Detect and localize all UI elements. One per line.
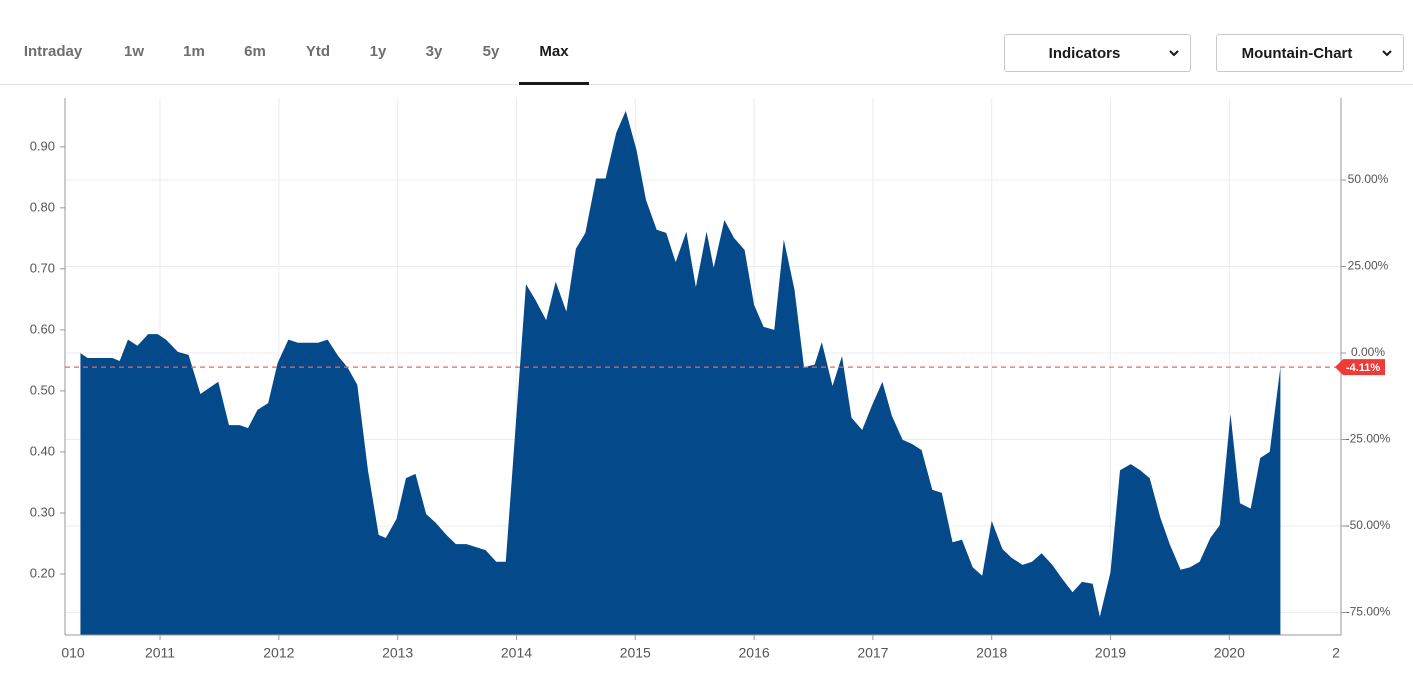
- indicators-dropdown[interactable]: Indicators: [1004, 34, 1191, 72]
- x-tick-label: 2014: [501, 645, 532, 661]
- chevron: [1169, 50, 1179, 57]
- y2-tick-label: 25.00%: [1348, 259, 1389, 273]
- tab-divider: [0, 84, 1413, 85]
- active-tab-underline: [519, 82, 589, 85]
- x-tick-label: 2017: [857, 645, 888, 661]
- x-tick-label: 2020: [1214, 645, 1245, 661]
- y2-tick-label: 0.00%: [1351, 345, 1385, 359]
- last-value-badge: [1335, 359, 1385, 376]
- y-tick-label: 0.80: [30, 199, 55, 214]
- y2-tick-label: -25.00%: [1346, 432, 1391, 446]
- y-tick-label: 0.70: [30, 260, 55, 275]
- chevron: [1382, 50, 1392, 57]
- tab[interactable]: 1y: [369, 43, 387, 60]
- y2-tick-label: 50.00%: [1348, 172, 1389, 186]
- chart-type-dropdown[interactable]: Mountain-Chart: [1216, 34, 1404, 72]
- x-tick-label: 2: [1332, 645, 1340, 661]
- x-tick-label: 2013: [382, 645, 413, 661]
- x-tick-label: 2019: [1095, 645, 1126, 661]
- tab[interactable]: 1w: [123, 43, 145, 60]
- y2-tick-label: -50.00%: [1346, 518, 1391, 532]
- x-tick-label: 2012: [263, 645, 294, 661]
- y-tick-label: 0.40: [30, 443, 55, 458]
- x-tick-label: 010: [61, 645, 85, 661]
- area: [80, 110, 1281, 636]
- x-tick-label: 2016: [739, 645, 770, 661]
- x-tick-label: 2018: [976, 645, 1007, 661]
- y2-tick-label: -75.00%: [1346, 605, 1391, 619]
- x-tick-label: 2015: [620, 645, 651, 661]
- y-tick-label: 0.60: [30, 321, 55, 336]
- dropdown-label: Mountain-Chart: [1241, 45, 1353, 62]
- tab[interactable]: 3y: [425, 43, 443, 60]
- tab[interactable]: Max: [539, 43, 569, 60]
- last-change-label: -4.11%: [1346, 362, 1380, 374]
- x-tick-label: 2011: [145, 645, 175, 661]
- tab[interactable]: Intraday: [23, 43, 83, 60]
- tab[interactable]: 6m: [244, 43, 266, 60]
- y-tick-label: 0.90: [30, 138, 55, 153]
- y-tick-label: 0.50: [30, 382, 55, 397]
- tab[interactable]: 5y: [482, 43, 500, 60]
- tab[interactable]: 1m: [183, 43, 205, 60]
- y-tick-label: 0.20: [30, 565, 55, 580]
- dropdown-label: Indicators: [1048, 45, 1121, 62]
- y-tick-label: 0.30: [30, 504, 55, 519]
- tab[interactable]: Ytd: [305, 43, 331, 60]
